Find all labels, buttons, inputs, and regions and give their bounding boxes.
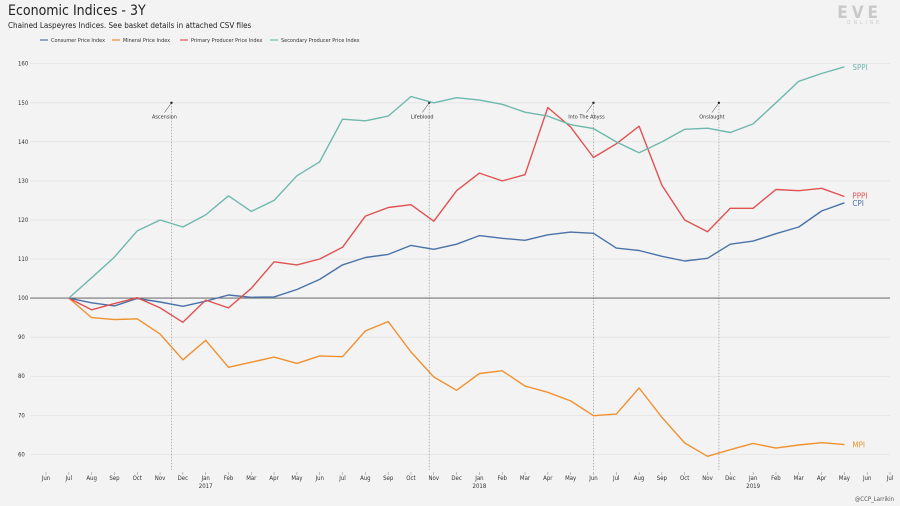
x-tick-label: Jan xyxy=(474,475,483,482)
x-tick-label: Oct xyxy=(133,475,142,482)
event-marker-leader xyxy=(586,102,594,113)
y-tick-label: 140 xyxy=(18,139,29,146)
event-marker-leader xyxy=(422,102,430,113)
page-title: Economic Indices - 3Y xyxy=(8,3,146,19)
x-tick-label: Feb xyxy=(224,475,234,482)
x-year-label: 2017 xyxy=(199,483,213,490)
y-tick-label: 70 xyxy=(18,412,25,419)
x-tick-label: Mar xyxy=(794,475,805,482)
event-label: Into The Abyss xyxy=(568,115,605,121)
event-marker-dot xyxy=(170,101,173,104)
x-tick-label: Oct xyxy=(406,475,415,482)
x-tick-label: May xyxy=(565,475,577,482)
x-tick-label: Jul xyxy=(886,475,894,482)
x-tick-label: Mar xyxy=(246,475,257,482)
x-tick-label: Feb xyxy=(771,475,781,482)
x-tick-label: Jan xyxy=(201,475,210,482)
event-marker-dot xyxy=(717,101,721,104)
y-tick-label: 120 xyxy=(18,217,29,224)
x-tick-label: Sep xyxy=(383,475,394,482)
x-tick-label: Dec xyxy=(178,475,188,482)
event-marker-leader xyxy=(711,102,720,113)
x-tick-label: Nov xyxy=(702,475,713,482)
x-tick-label: Aug xyxy=(634,475,645,482)
series-end-label: PPPI xyxy=(852,192,867,201)
x-tick-label: Sep xyxy=(109,475,120,482)
x-tick-label: Nov xyxy=(429,475,440,482)
x-tick-label: Apr xyxy=(817,475,827,482)
event-marker-dot xyxy=(592,101,595,104)
event-label: Lifeblood xyxy=(411,115,434,121)
x-tick-label: Jun xyxy=(588,475,597,482)
series-end-label: MPI xyxy=(852,441,865,450)
x-tick-label: Apr xyxy=(543,475,553,482)
x-tick-label: Apr xyxy=(269,475,279,482)
x-tick-label: Nov xyxy=(155,475,166,482)
x-tick-label: Sep xyxy=(657,475,668,482)
event-label: Onslaught xyxy=(699,115,724,121)
y-tick-label: 160 xyxy=(18,61,29,68)
y-tick-label: 150 xyxy=(18,100,29,107)
x-tick-label: Jun xyxy=(862,475,871,482)
x-tick-label: May xyxy=(291,475,303,482)
series-line-mpi xyxy=(68,297,845,457)
series-line-cpi xyxy=(68,202,845,307)
x-tick-label: Mar xyxy=(520,475,531,482)
x-tick-label: Jan xyxy=(748,475,757,482)
x-tick-label: Aug xyxy=(86,475,97,482)
y-tick-label: 60 xyxy=(18,451,25,458)
x-tick-label: Jul xyxy=(338,475,346,482)
x-year-label: 2019 xyxy=(746,483,760,490)
y-tick-label: 110 xyxy=(18,256,29,263)
logo-subtext: ONLINE xyxy=(847,20,882,26)
logo-text: EVE xyxy=(837,3,882,23)
series-line-pppi xyxy=(68,106,845,323)
legend-label: Primary Producer Price Index xyxy=(191,38,262,44)
x-tick-label: Feb xyxy=(497,475,507,482)
y-tick-label: 80 xyxy=(18,373,25,380)
legend-label: Mineral Price Index xyxy=(123,38,170,44)
x-tick-label: Jun xyxy=(41,475,50,482)
x-year-label: 2018 xyxy=(473,483,487,490)
x-tick-label: Jul xyxy=(65,475,73,482)
y-tick-label: 100 xyxy=(18,295,29,302)
x-tick-label: Dec xyxy=(451,475,461,482)
x-tick-label: Oct xyxy=(680,475,689,482)
event-marker-leader xyxy=(164,102,172,113)
page-subtitle: Chained Laspeyres Indices. See basket de… xyxy=(8,21,252,30)
eve-online-logo: EVE ONLINE xyxy=(837,3,882,26)
x-tick-label: May xyxy=(839,475,851,482)
author-credit: @CCP_Larrikin xyxy=(854,496,894,503)
legend-label: Secondary Producer Price Index xyxy=(281,38,360,44)
legend-label: Consumer Price Index xyxy=(51,38,105,44)
x-tick-label: Jun xyxy=(315,475,324,482)
y-tick-label: 90 xyxy=(18,334,25,341)
x-tick-label: Dec xyxy=(725,475,735,482)
x-tick-label: Jul xyxy=(612,475,620,482)
series-line-sppi xyxy=(68,66,845,299)
series-end-label: CPI xyxy=(852,199,864,208)
series-end-label: SPPI xyxy=(852,63,867,72)
x-tick-label: Aug xyxy=(360,475,371,482)
y-tick-label: 130 xyxy=(18,178,29,185)
event-label: Ascension xyxy=(152,115,177,121)
